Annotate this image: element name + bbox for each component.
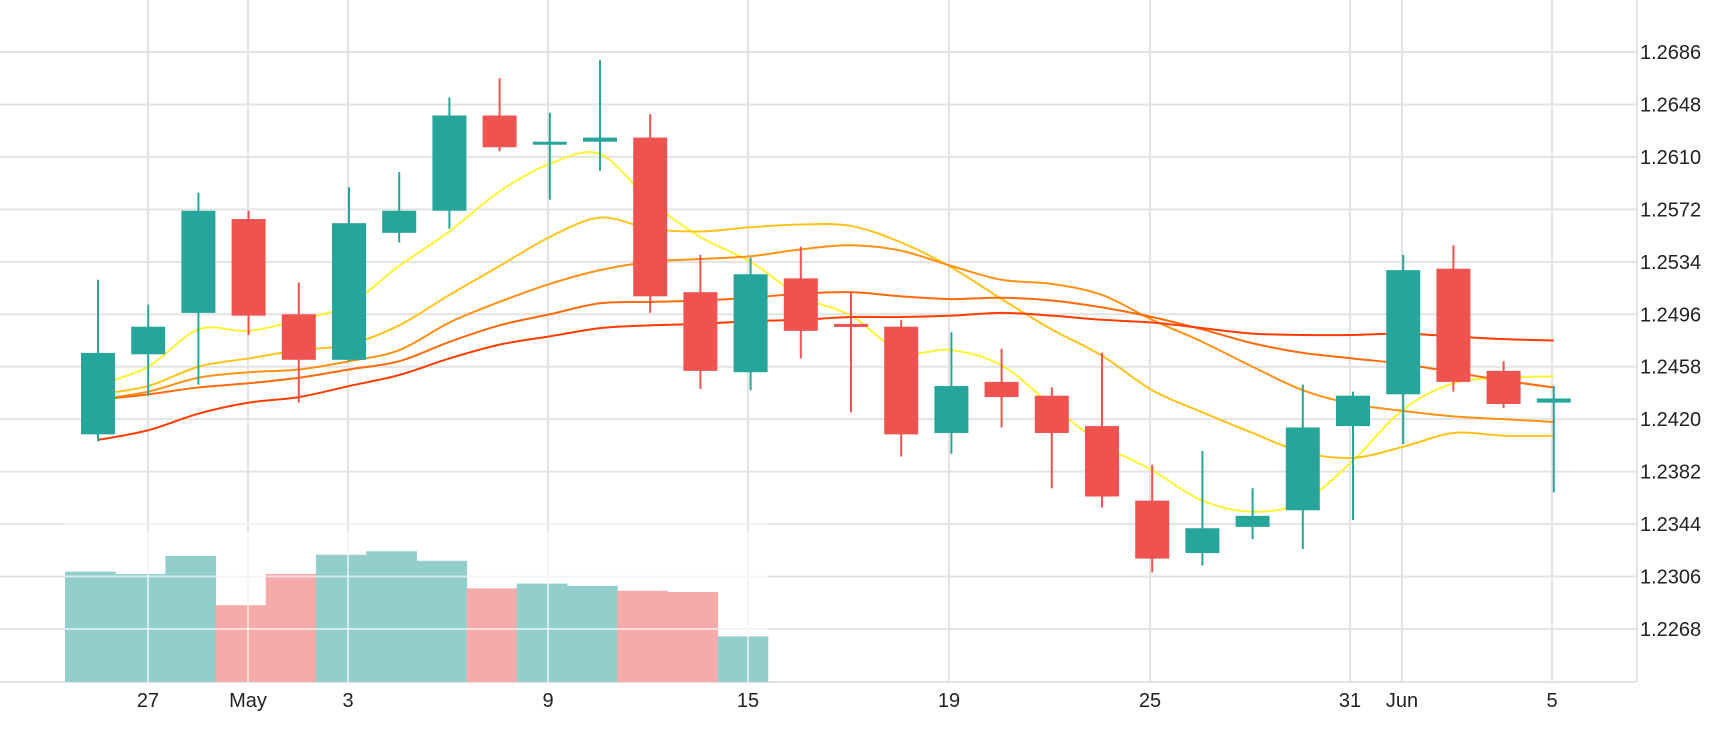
moving-average-line bbox=[97, 244, 1554, 423]
candle-body[interactable] bbox=[1386, 270, 1421, 395]
candle-layer bbox=[81, 60, 1571, 573]
y-tick-label: 1.2648 bbox=[1640, 94, 1701, 116]
volume-bar bbox=[416, 560, 468, 682]
candle-body[interactable] bbox=[382, 210, 417, 233]
candle-body[interactable] bbox=[231, 219, 266, 316]
volume-bar bbox=[316, 554, 367, 682]
volume-bar bbox=[667, 592, 719, 682]
y-tick-label: 1.2572 bbox=[1640, 199, 1701, 221]
candle-body[interactable] bbox=[1235, 515, 1270, 527]
x-tick-label: Jun bbox=[1386, 690, 1418, 712]
volume-bar bbox=[567, 586, 618, 682]
candle-body[interactable] bbox=[783, 278, 818, 331]
volume-bar bbox=[65, 571, 116, 682]
volume-layer bbox=[65, 523, 769, 682]
candle-body[interactable] bbox=[532, 141, 567, 145]
y-tick-label: 1.2344 bbox=[1640, 514, 1701, 536]
candle-body[interactable] bbox=[934, 386, 969, 433]
x-tick-label: 3 bbox=[342, 690, 353, 712]
volume-bar bbox=[466, 588, 518, 682]
candle-body[interactable] bbox=[181, 210, 216, 313]
candle-body[interactable] bbox=[281, 314, 316, 360]
x-tick-label: 15 bbox=[737, 690, 759, 712]
moving-average-layer bbox=[97, 151, 1554, 513]
x-tick-label: 27 bbox=[137, 690, 159, 712]
y-tick-label: 1.2686 bbox=[1640, 42, 1701, 64]
x-tick-label: 31 bbox=[1339, 690, 1361, 712]
candle-body[interactable] bbox=[1436, 268, 1471, 382]
x-tick-label: 5 bbox=[1546, 690, 1557, 712]
y-tick-label: 1.2268 bbox=[1640, 619, 1701, 641]
candle-body[interactable] bbox=[683, 292, 718, 371]
x-tick-label: 9 bbox=[542, 690, 553, 712]
candle-body[interactable] bbox=[1185, 528, 1220, 554]
volume-bar bbox=[717, 636, 769, 682]
volume-bar bbox=[215, 605, 267, 682]
candle-body[interactable] bbox=[1536, 398, 1571, 403]
y-tick-label: 1.2306 bbox=[1640, 567, 1701, 589]
volume-bar bbox=[366, 551, 417, 682]
volume-bar bbox=[617, 590, 668, 682]
y-tick-label: 1.2610 bbox=[1640, 147, 1701, 169]
candle-body[interactable] bbox=[583, 137, 617, 142]
y-tick-label: 1.2420 bbox=[1640, 409, 1701, 431]
moving-average-line bbox=[97, 216, 1554, 460]
volume-bar bbox=[165, 556, 217, 682]
candle-body[interactable] bbox=[1285, 427, 1320, 511]
moving-average-line bbox=[97, 311, 1554, 441]
y-tick-label: 1.2534 bbox=[1640, 252, 1701, 274]
candle-body[interactable] bbox=[432, 115, 467, 211]
candle-body[interactable] bbox=[884, 326, 919, 435]
candle-body[interactable] bbox=[81, 352, 115, 435]
candle-body[interactable] bbox=[1336, 395, 1370, 427]
candle-body[interactable] bbox=[834, 323, 868, 327]
candle-body[interactable] bbox=[131, 326, 166, 355]
candle-body[interactable] bbox=[633, 137, 668, 297]
candle-body[interactable] bbox=[1486, 370, 1521, 404]
candle-body[interactable] bbox=[1034, 395, 1069, 433]
x-tick-label: 19 bbox=[938, 690, 960, 712]
x-tick-label: May bbox=[229, 690, 267, 712]
candle-body[interactable] bbox=[984, 381, 1019, 398]
x-tick-label: 25 bbox=[1139, 690, 1161, 712]
candle-body[interactable] bbox=[1085, 426, 1119, 497]
candle-body[interactable] bbox=[733, 274, 768, 373]
candle-body[interactable] bbox=[1135, 500, 1170, 559]
volume-bar bbox=[516, 583, 568, 682]
candle-body[interactable] bbox=[332, 223, 366, 360]
y-tick-label: 1.2458 bbox=[1640, 357, 1701, 379]
y-tick-label: 1.2496 bbox=[1640, 304, 1701, 326]
candle-body[interactable] bbox=[482, 115, 517, 148]
y-tick-label: 1.2382 bbox=[1640, 462, 1701, 484]
axis-layer: 1.2686 1.2648 1.2610 1.2572 1.2534 1.2496 1.24… bbox=[137, 42, 1701, 712]
moving-average-line bbox=[97, 291, 1554, 401]
